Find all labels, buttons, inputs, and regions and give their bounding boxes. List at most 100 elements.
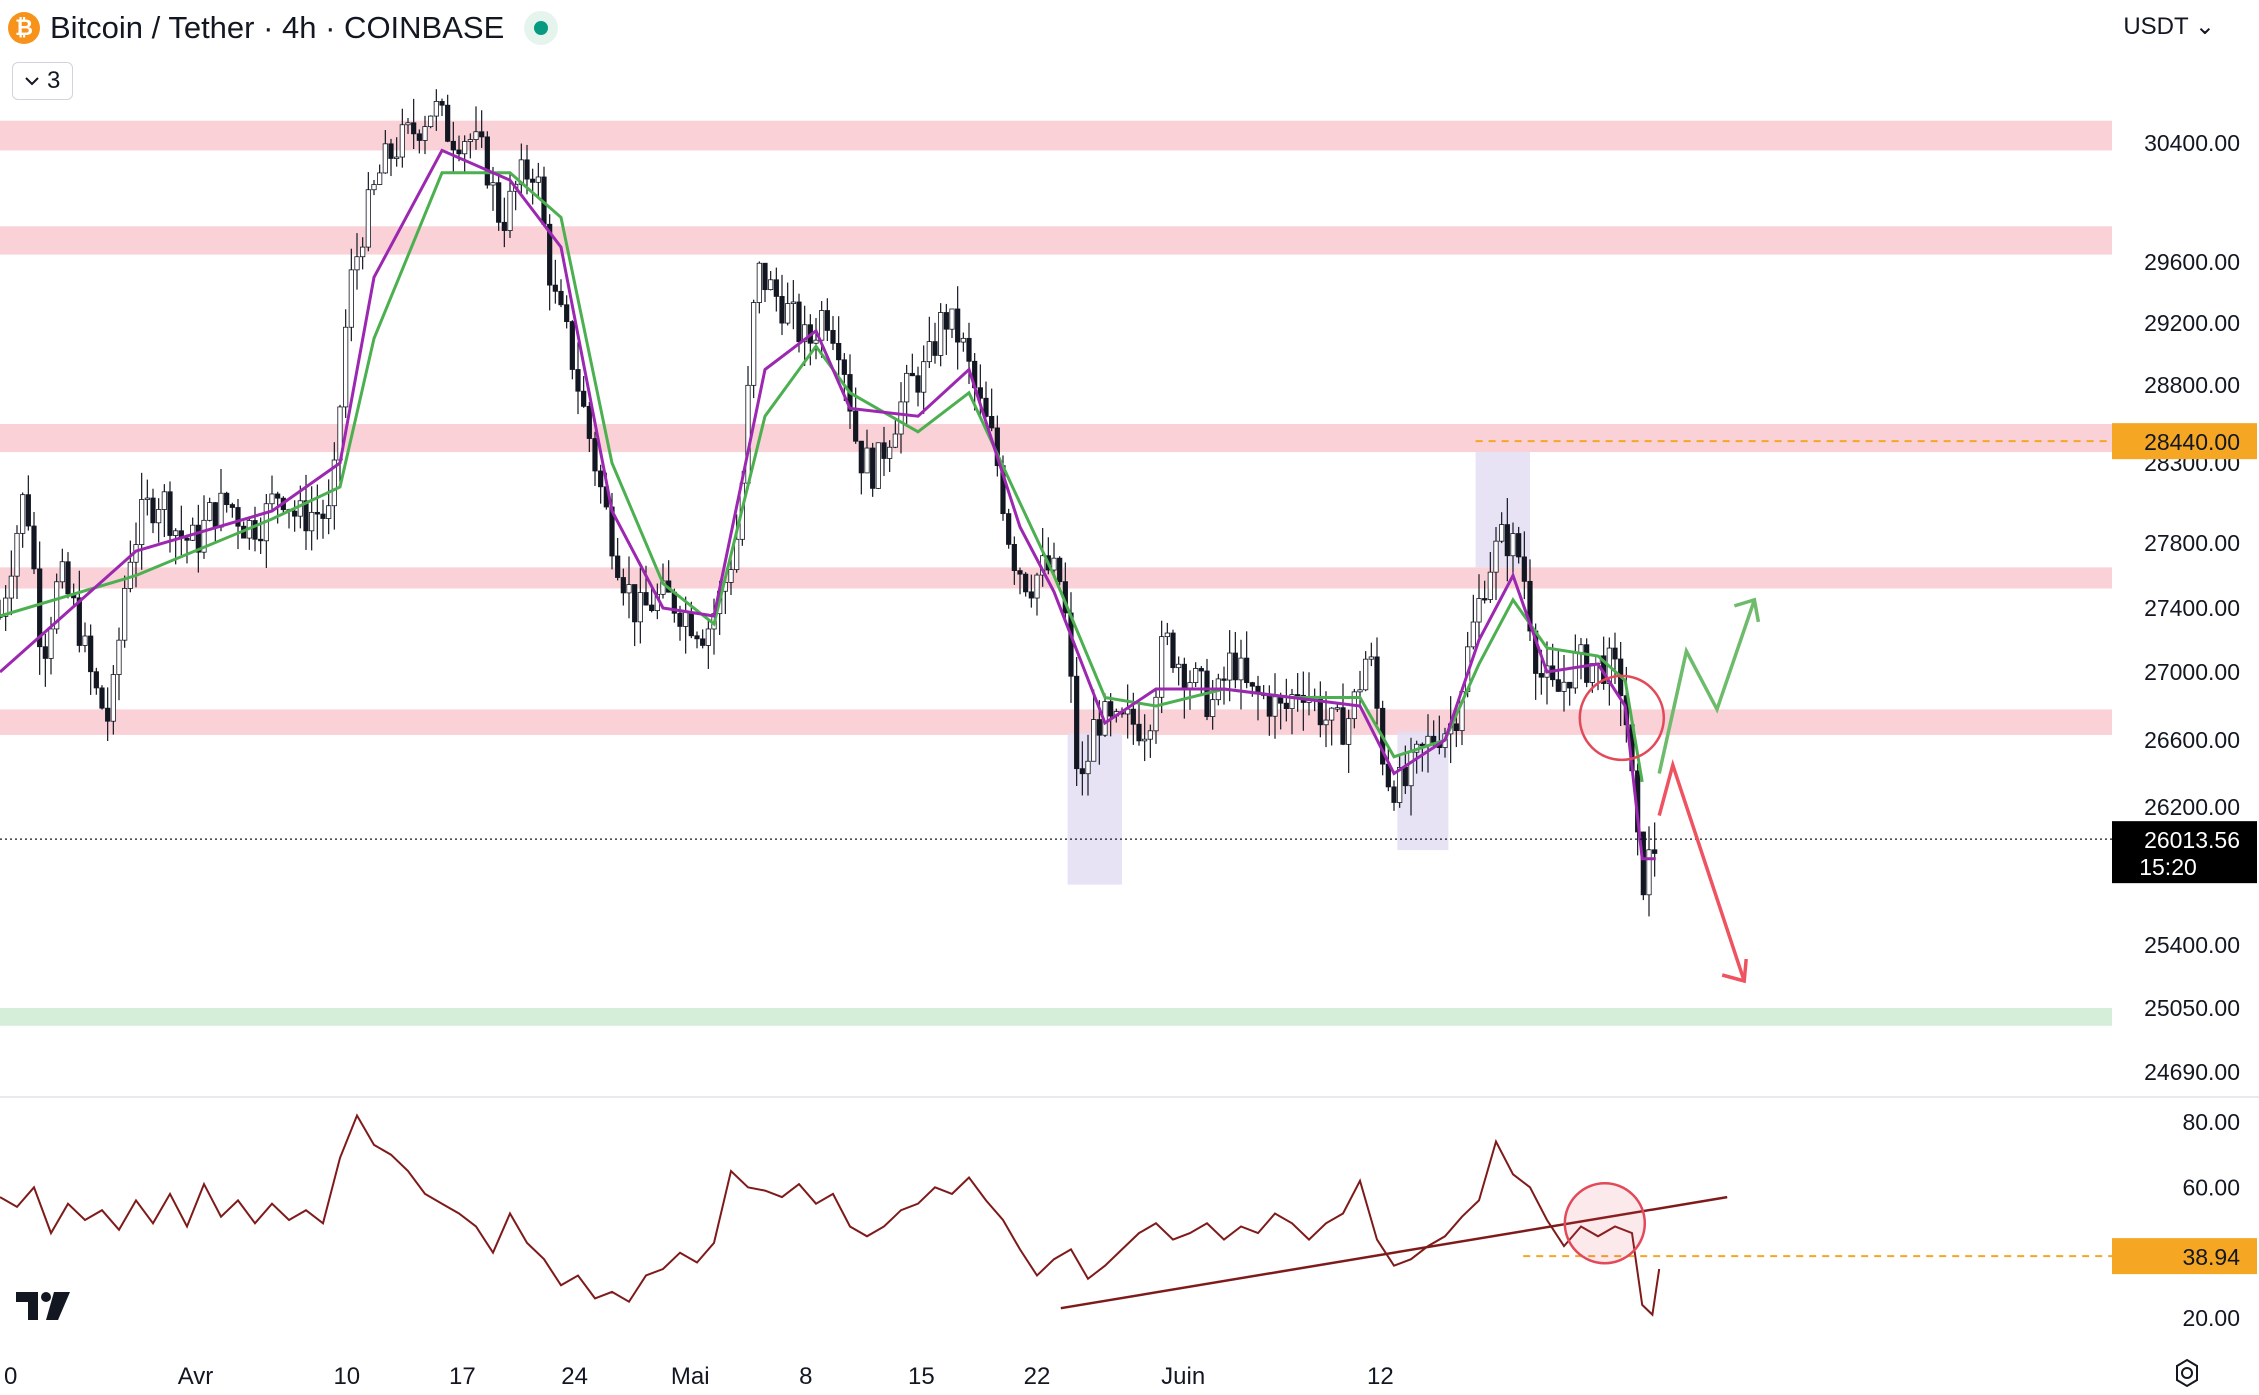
candle-body [547, 223, 553, 286]
candle-body [473, 131, 479, 140]
candle-body [1572, 652, 1578, 689]
candle-body [938, 312, 944, 356]
candle-body [1181, 663, 1187, 691]
rsi-tick-label: 60.00 [2182, 1174, 2240, 1200]
bitcoin-icon: ₿ [8, 12, 40, 44]
candle-body [841, 359, 847, 375]
settings-icon[interactable] [2172, 1358, 2202, 1388]
candle-body [161, 491, 167, 510]
candle-body [354, 256, 360, 271]
candle-body [1419, 743, 1425, 747]
candle-body [1561, 681, 1567, 692]
candle-body [371, 184, 377, 191]
indicators-toggle-button[interactable]: 3 [12, 62, 74, 100]
candle-body [450, 140, 456, 151]
candle-body [1091, 719, 1097, 762]
candle-body [303, 500, 309, 532]
candle-body [490, 182, 496, 186]
candle-body [1079, 768, 1085, 775]
candle-body [530, 178, 536, 183]
candle-body [1652, 849, 1658, 854]
price-tick-label: 25050.00 [2144, 995, 2240, 1021]
candle-body [637, 592, 643, 623]
candle-body [122, 588, 128, 641]
candle-body [552, 284, 558, 292]
price-tick-label: 26200.00 [2144, 794, 2240, 820]
candle-body [258, 538, 264, 542]
candle-body [705, 628, 711, 646]
candle-body [632, 584, 638, 623]
candle-body [365, 189, 371, 248]
candle-body [932, 341, 938, 356]
candle-body [535, 176, 541, 183]
candle-body [558, 290, 564, 306]
candle-body [875, 442, 881, 489]
candle-body [456, 149, 462, 155]
candle-body [235, 507, 241, 527]
candle-body [830, 330, 836, 344]
tradingview-logo-icon [16, 1292, 70, 1320]
candle-body [1578, 644, 1584, 654]
projection-up-arrow [1657, 599, 1757, 774]
candle-body [626, 584, 632, 594]
price-tick-label: 27000.00 [2144, 659, 2240, 685]
candle-body [649, 604, 655, 611]
rsi-trendline [1060, 1195, 1728, 1310]
candle-body [813, 339, 819, 344]
chart-header[interactable]: ₿ Bitcoin / Tether · 4h · COINBASE [8, 10, 559, 46]
candle-body [1023, 573, 1029, 593]
candle-body [955, 308, 961, 343]
time-tick-label: Juin [1161, 1363, 1205, 1390]
resistance-zone [0, 709, 2112, 735]
time-tick-label: 15 [908, 1363, 935, 1390]
candle-body [88, 635, 94, 673]
candle-body [983, 397, 989, 417]
candle-body [1057, 557, 1063, 583]
candle-body [796, 301, 802, 343]
candle-body [728, 569, 734, 583]
candle-body [1368, 656, 1374, 660]
candle-body [1011, 543, 1017, 571]
candle-body [864, 447, 870, 474]
candle-body [1374, 656, 1380, 709]
candle-body [65, 561, 71, 595]
candle-body [853, 410, 859, 442]
candle-body [59, 561, 65, 583]
candle-body [507, 190, 513, 231]
time-tick-label: 17 [449, 1363, 476, 1390]
candle-body [348, 269, 354, 328]
candle-body [943, 312, 949, 330]
candle-body [960, 337, 966, 343]
last-price-badge [2112, 821, 2257, 884]
candle-body [1538, 673, 1544, 678]
candle-body [1249, 682, 1255, 687]
candle-body [887, 446, 893, 459]
time-tick-label: 22 [1024, 1363, 1051, 1390]
symbol-title[interactable]: Bitcoin / Tether · 4h · COINBASE [50, 10, 505, 45]
candle-body [819, 310, 825, 341]
candle-body [1221, 678, 1227, 681]
candle-body [1130, 708, 1136, 725]
candle-body [615, 555, 621, 578]
candle-body [1085, 760, 1091, 775]
rsi-tick-label: 80.00 [2182, 1109, 2240, 1135]
time-tick-label: 24 [561, 1363, 588, 1390]
candle-body [1584, 644, 1590, 683]
candle-body [8, 575, 14, 599]
candle-body [1476, 598, 1482, 623]
candle-body [31, 525, 37, 570]
candle-body [54, 581, 60, 630]
candle-body [1408, 751, 1414, 787]
candle-body [1170, 632, 1176, 669]
price-tick-label: 29200.00 [2144, 310, 2240, 336]
candle-body [569, 321, 575, 370]
currency-selector[interactable]: USDT ⌄ [2123, 12, 2215, 41]
candle-body [1028, 591, 1034, 599]
candle-body [167, 491, 173, 536]
candle-body [144, 497, 150, 500]
candle-body [82, 635, 88, 646]
candle-body [824, 310, 830, 331]
candle-body [1453, 723, 1459, 731]
candle-body [105, 707, 111, 722]
